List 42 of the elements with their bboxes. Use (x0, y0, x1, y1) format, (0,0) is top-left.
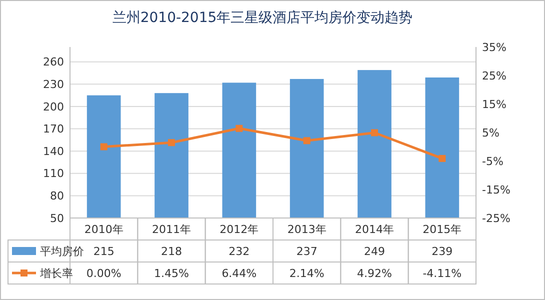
data-label: 2.14% (289, 266, 324, 280)
y-tick-label: 200 (43, 100, 64, 114)
data-label: 232 (228, 244, 250, 258)
data-label: 237 (296, 244, 318, 258)
y-tick-label: 170 (43, 122, 64, 136)
legend-label: 平均房价 (40, 244, 84, 258)
y-tick-label: 50 (50, 212, 64, 225)
point (168, 139, 175, 146)
data-label: 239 (432, 244, 453, 258)
y2-tick-label: -5% (482, 154, 504, 168)
y-tick-label: 140 (43, 144, 64, 158)
x-tick-label: 2010年 (84, 222, 124, 236)
data-label: 0.00% (86, 266, 122, 280)
y-tick-label: 230 (43, 78, 64, 92)
data-label: 249 (364, 244, 385, 258)
x-tick-label: 2013年 (287, 222, 326, 236)
point (100, 143, 108, 150)
data-label: 218 (161, 244, 182, 258)
data-label: 215 (93, 244, 114, 258)
legend-label: 增长率 (39, 266, 73, 280)
data-label: 6.44% (222, 266, 257, 280)
chart-title: 兰州2010-2015年三星级酒店平均房价变动趋势 (112, 10, 413, 26)
data-label: -4.11% (422, 266, 462, 280)
y2-tick-label: 35% (482, 40, 506, 54)
x-tick-label: 2014年 (355, 222, 394, 236)
point (371, 129, 378, 136)
y2-tick-label: -25% (482, 212, 510, 225)
y2-tick-label: 25% (482, 69, 506, 82)
point (236, 124, 243, 132)
data-label: 4.92% (357, 266, 392, 280)
point (303, 137, 310, 144)
y-tick-label: 260 (43, 56, 64, 69)
point (438, 154, 446, 162)
y2-tick-label: -15% (482, 183, 510, 196)
y-tick-label: 110 (43, 167, 64, 180)
data-label: 1.45% (154, 266, 189, 280)
y2-tick-label: 15% (482, 98, 506, 111)
x-tick-label: 2012年 (220, 222, 259, 236)
x-tick-label: 2015年 (422, 222, 462, 236)
y-tick-label: 80 (50, 190, 64, 203)
x-tick-label: 2011年 (152, 222, 191, 236)
y2-tick-label: 5% (482, 126, 500, 140)
